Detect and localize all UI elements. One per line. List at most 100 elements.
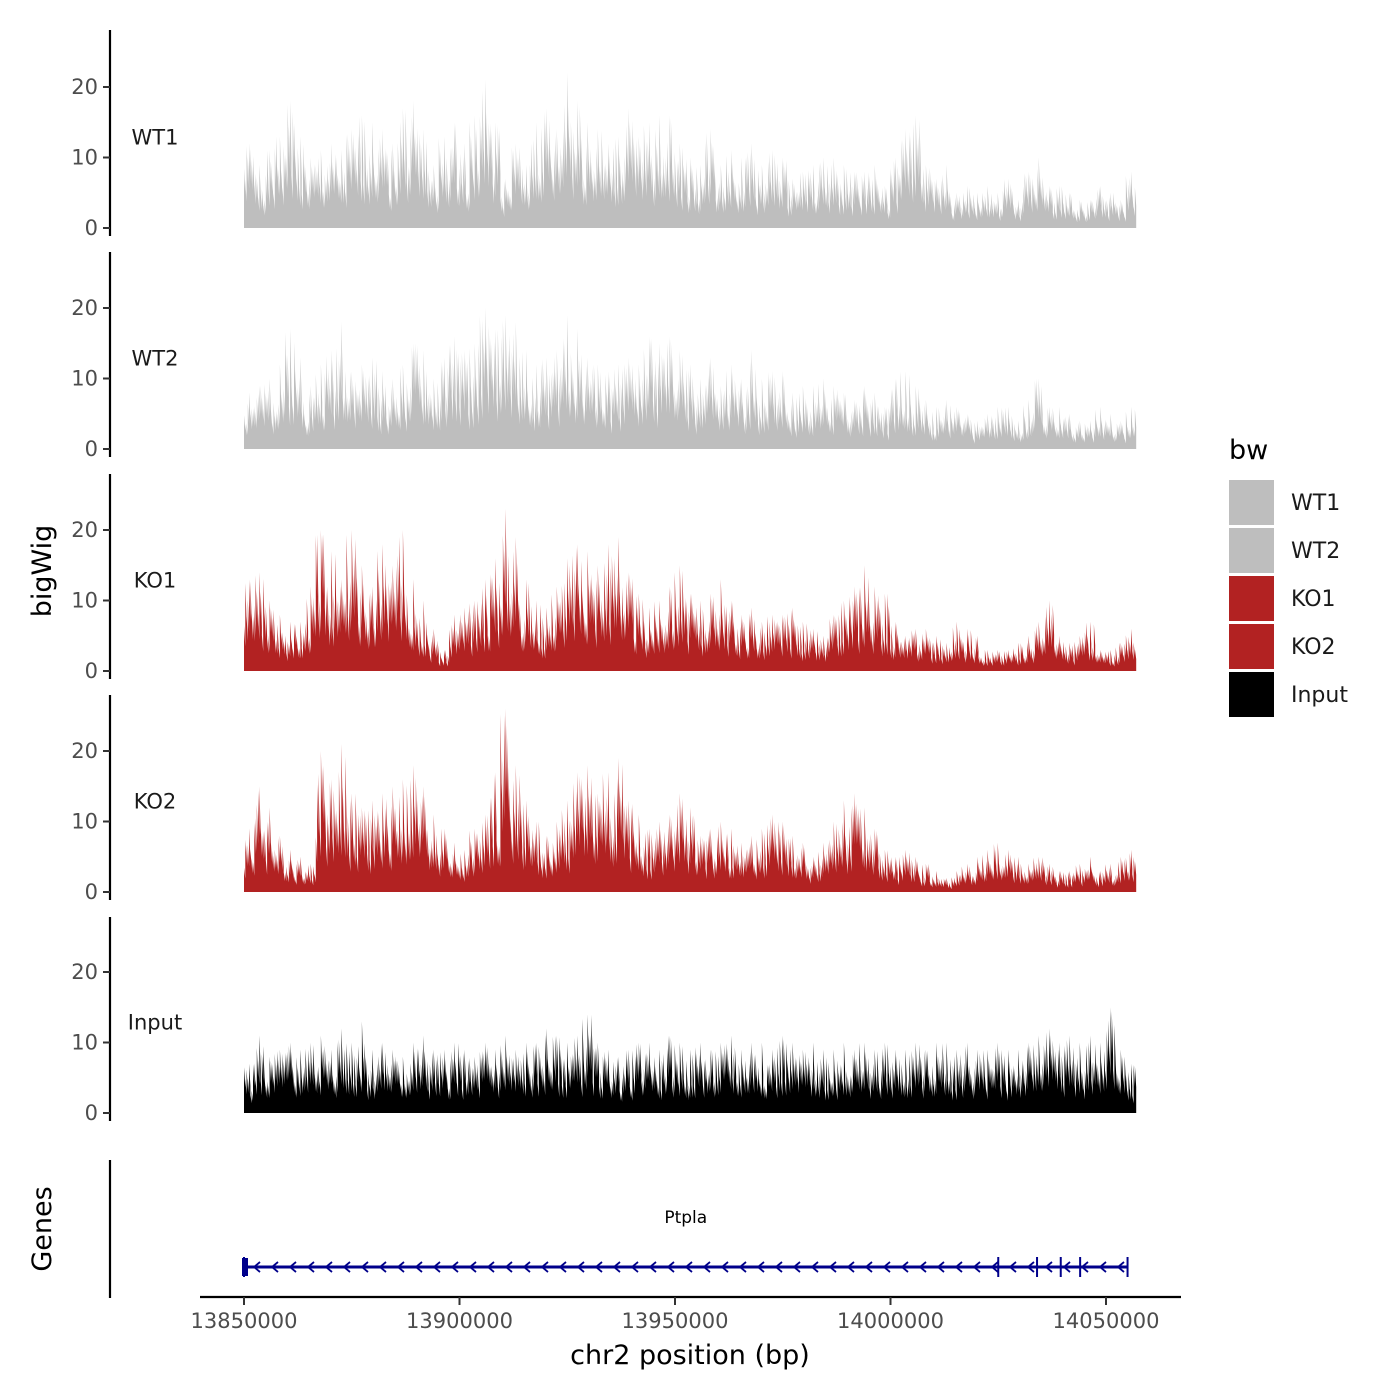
strand-arrow <box>360 1261 369 1273</box>
strand-arrow <box>756 1261 765 1273</box>
strand-arrow <box>864 1261 873 1273</box>
strand-arrow <box>396 1261 405 1273</box>
strand-arrow <box>648 1261 657 1273</box>
x-tick-label: 14050000 <box>1053 1309 1160 1333</box>
strand-arrow <box>882 1261 891 1273</box>
strand-arrow <box>918 1261 927 1273</box>
strand-arrow <box>306 1261 315 1273</box>
legend-swatch <box>1229 624 1274 669</box>
strand-arrow <box>1098 1261 1107 1273</box>
y-tick-label: 0 <box>85 1101 98 1125</box>
strand-arrow <box>630 1261 639 1273</box>
strand-arrow <box>252 1261 261 1273</box>
y-tick-label: 20 <box>71 296 98 320</box>
strand-arrow <box>1026 1261 1035 1273</box>
track-wt1: 0 10 20 WT1 <box>71 30 1137 240</box>
strand-arrow <box>1116 1261 1125 1273</box>
y-tick-label: 10 <box>71 1031 98 1055</box>
y-tick-label: 20 <box>71 518 98 542</box>
legend-label: KO2 <box>1291 635 1336 660</box>
legend-item-wt1: WT1 <box>1229 480 1340 525</box>
gene-ptpla: Ptpla <box>242 1208 1129 1277</box>
strand-arrow <box>954 1261 963 1273</box>
legend-label: WT1 <box>1291 491 1340 516</box>
legend-item-wt2: WT2 <box>1229 528 1340 573</box>
legend-title: bw <box>1229 435 1268 466</box>
legend-item-ko2: KO2 <box>1229 624 1336 669</box>
y-tick-label: 10 <box>71 146 98 170</box>
genes-axis-title: Genes <box>27 1186 58 1271</box>
strand-arrow <box>612 1261 621 1273</box>
strand-arrow <box>1080 1261 1089 1273</box>
strand-arrow <box>486 1261 495 1273</box>
legend-swatch <box>1229 528 1274 573</box>
y-tick-label: 0 <box>85 880 98 904</box>
x-tick-label: 14000000 <box>837 1309 944 1333</box>
signal-area-input <box>244 1007 1137 1113</box>
signal-tracks: 0 10 20 WT1 0 10 20 WT2 0 10 20 KO1 0 10 20 KO2 0 10 20 Inp… <box>71 30 1137 1125</box>
signal-area-ko2 <box>244 708 1137 892</box>
legend-swatch <box>1229 672 1274 717</box>
track-ko1: 0 10 20 KO1 <box>71 474 1137 683</box>
strand-arrow <box>468 1261 477 1273</box>
y-tick-label: 20 <box>71 960 98 984</box>
x-axis: 13850000 13900000 13950000 14000000 14050000 <box>191 1295 1181 1333</box>
strand-arrow <box>666 1261 675 1273</box>
y-tick-label: 10 <box>71 589 98 613</box>
strand-arrow <box>450 1261 459 1273</box>
strand-arrow <box>378 1261 387 1273</box>
track-wt2: 0 10 20 WT2 <box>71 252 1137 461</box>
legend-label: KO1 <box>1291 587 1336 612</box>
legend-item-ko1: KO1 <box>1229 576 1336 621</box>
legend-label: WT2 <box>1291 539 1340 564</box>
strand-arrow <box>414 1261 423 1273</box>
x-tick-label: 13850000 <box>191 1309 298 1333</box>
strand-arrow <box>522 1261 531 1273</box>
track-input: 0 10 20 Input <box>71 917 1137 1125</box>
strand-arrow <box>324 1261 333 1273</box>
strand-arrow <box>900 1261 909 1273</box>
strand-arrow <box>1008 1261 1017 1273</box>
track-label: KO2 <box>134 789 177 813</box>
strand-arrow <box>288 1261 297 1273</box>
strand-arrow <box>810 1261 819 1273</box>
strand-arrow <box>504 1261 513 1273</box>
y-tick-label: 10 <box>71 367 98 391</box>
strand-arrow <box>558 1261 567 1273</box>
track-ko2: 0 10 20 KO2 <box>71 695 1137 904</box>
strand-arrow <box>432 1261 441 1273</box>
strand-arrow <box>990 1261 999 1273</box>
y-tick-label: 10 <box>71 810 98 834</box>
y-tick-label: 0 <box>85 659 98 683</box>
gene-track: Ptpla <box>108 1160 1129 1298</box>
gene-label: Ptpla <box>664 1208 707 1228</box>
track-label: Input <box>128 1010 182 1034</box>
strand-arrow <box>594 1261 603 1273</box>
legend-label: Input <box>1291 683 1348 708</box>
legend: bw WT1 WT2 KO1 KO2 Input <box>1229 435 1348 717</box>
strand-arrow <box>738 1261 747 1273</box>
strand-arrow <box>1044 1261 1053 1273</box>
strand-arrow <box>342 1261 351 1273</box>
x-tick-label: 13900000 <box>406 1309 513 1333</box>
y-tick-label: 20 <box>71 739 98 763</box>
strand-arrow <box>576 1261 585 1273</box>
strand-arrow <box>774 1261 783 1273</box>
legend-item-input: Input <box>1229 672 1348 717</box>
y-tick-label: 0 <box>85 216 98 240</box>
strand-arrow <box>846 1261 855 1273</box>
signal-area-wt1 <box>244 72 1137 229</box>
y-tick-label: 20 <box>71 75 98 99</box>
legend-swatch <box>1229 576 1274 621</box>
y-axis-title: bigWig <box>27 525 58 618</box>
strand-arrow <box>702 1261 711 1273</box>
strand-arrow <box>684 1261 693 1273</box>
strand-arrow <box>540 1261 549 1273</box>
signal-area-wt2 <box>244 308 1137 449</box>
track-label: KO1 <box>134 568 177 592</box>
strand-arrow <box>270 1261 279 1273</box>
strand-arrow <box>972 1261 981 1273</box>
legend-swatch <box>1229 480 1274 525</box>
y-tick-label: 0 <box>85 437 98 461</box>
